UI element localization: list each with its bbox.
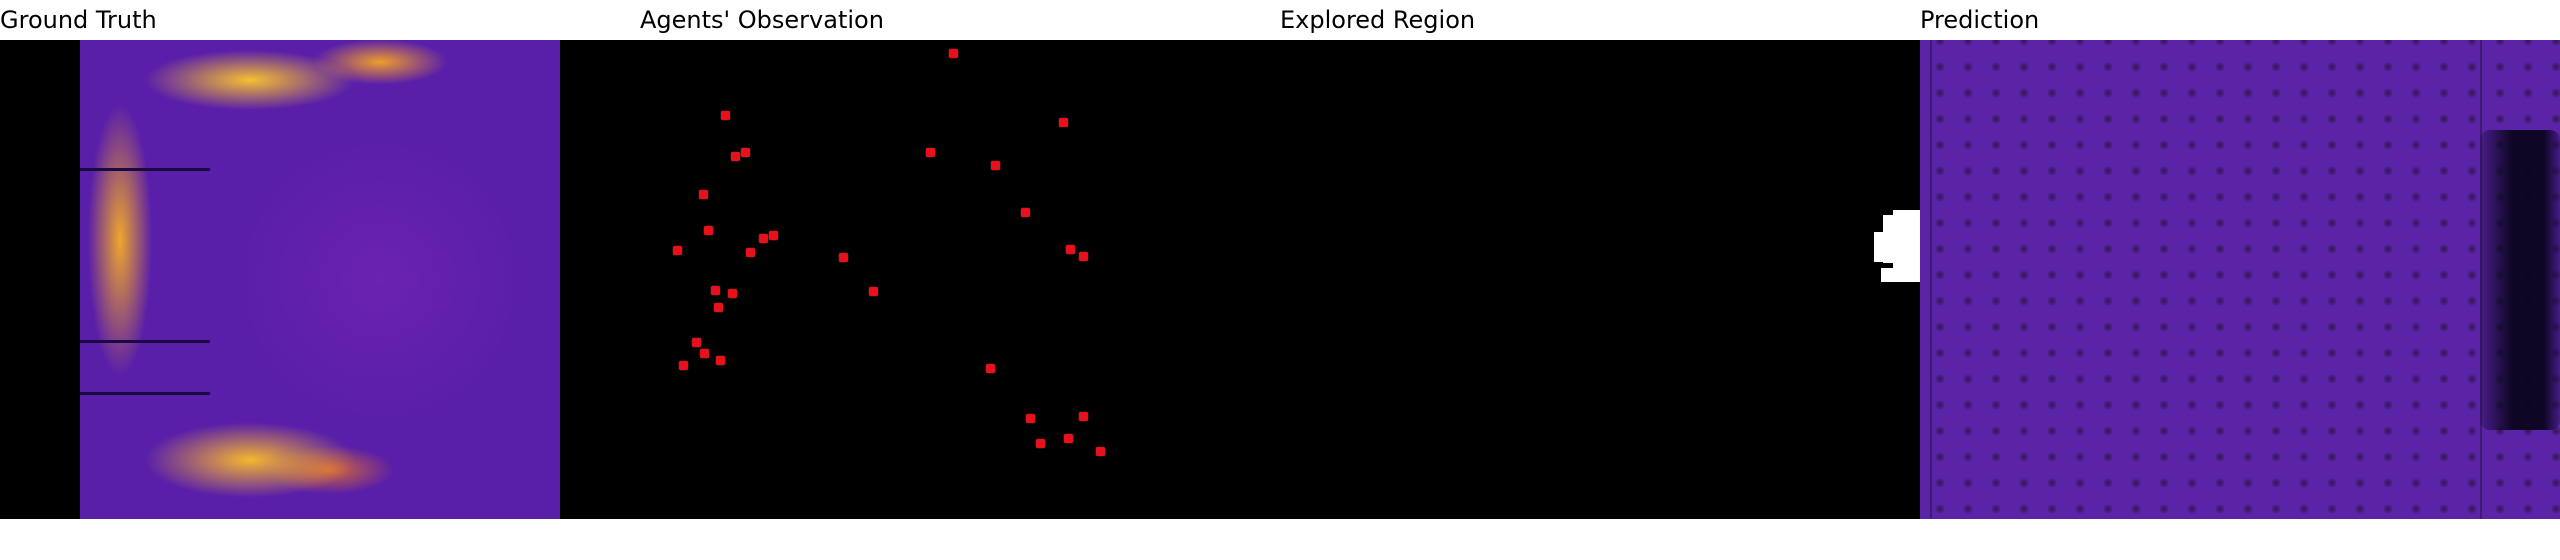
agent-marker: [716, 356, 725, 365]
panel-title-ground-truth: Ground Truth: [0, 6, 157, 34]
ground-truth-stripe: [80, 340, 210, 343]
agent-marker: [1026, 414, 1035, 423]
ground-truth-image: [0, 40, 640, 519]
agent-marker: [839, 253, 848, 262]
explored-region-blob: [1893, 210, 1920, 282]
agent-marker: [741, 148, 750, 157]
agent-marker: [991, 161, 1000, 170]
agent-marker: [759, 234, 768, 243]
agent-marker: [721, 111, 730, 120]
agent-marker: [700, 349, 709, 358]
explored-region-image: [1280, 40, 1920, 519]
agent-marker: [673, 246, 682, 255]
panel-agents-observation: Agents' Observation: [640, 0, 1280, 560]
panel-prediction: Prediction: [1920, 0, 2560, 560]
prediction-dark-region: [2480, 130, 2560, 430]
agent-marker: [746, 248, 755, 257]
agent-marker: [1036, 439, 1045, 448]
agent-marker: [679, 361, 688, 370]
agent-marker: [1064, 434, 1073, 443]
agent-marker: [714, 303, 723, 312]
panel-title-explored-region: Explored Region: [1280, 6, 1476, 34]
panel-ground-truth: Ground Truth: [0, 0, 640, 560]
agent-marker: [1079, 412, 1088, 421]
agent-marker: [711, 286, 720, 295]
agent-marker: [1096, 447, 1105, 456]
panel-title-prediction: Prediction: [1920, 6, 2040, 34]
agent-marker: [704, 226, 713, 235]
explored-region-blob: [1874, 232, 1886, 262]
panel-explored-region: Explored Region: [1280, 0, 1920, 560]
agent-marker: [1059, 118, 1068, 127]
agent-marker: [986, 364, 995, 373]
panel-title-agents-observation: Agents' Observation: [640, 6, 884, 34]
agent-marker: [731, 152, 740, 161]
agents-observation-image: [640, 40, 1280, 519]
agent-marker: [699, 190, 708, 199]
agent-marker: [926, 148, 935, 157]
ground-truth-stripe: [80, 168, 210, 171]
agent-marker: [1079, 252, 1088, 261]
explored-region-blob: [1881, 268, 1895, 282]
agent-marker: [692, 338, 701, 347]
prediction-heat-field: [1920, 40, 2560, 519]
ground-truth-stripe: [80, 392, 210, 395]
agent-marker: [949, 49, 958, 58]
prediction-image: [1920, 40, 2560, 519]
prediction-grid-line: [1930, 40, 1932, 519]
agent-marker: [769, 231, 778, 240]
agent-marker: [1021, 208, 1030, 217]
ground-truth-unmapped-area: [0, 40, 80, 519]
agent-marker: [728, 289, 737, 298]
agent-marker: [1066, 245, 1075, 254]
agent-marker: [869, 287, 878, 296]
ground-truth-heat-field: [80, 40, 560, 519]
